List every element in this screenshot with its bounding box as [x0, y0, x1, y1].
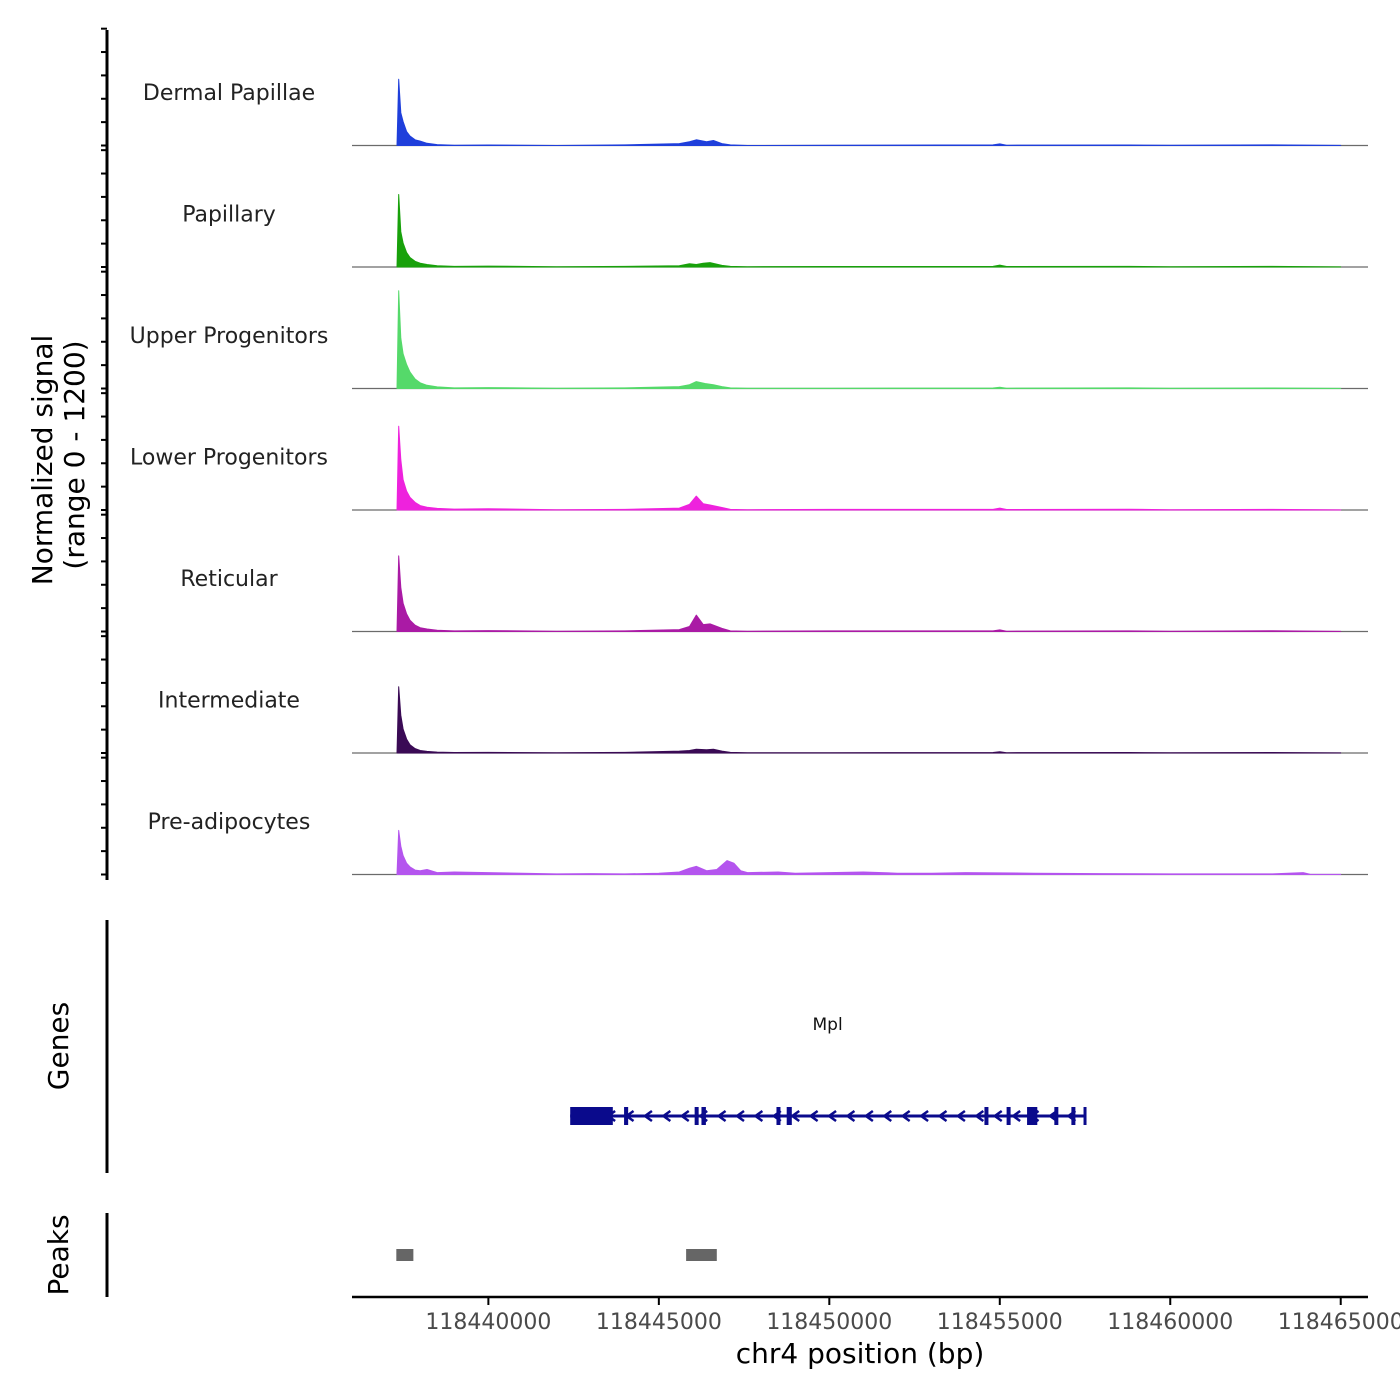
strand-chevron [882, 1109, 893, 1123]
track-3: Lower Progenitors [130, 425, 1368, 511]
coverage-area [396, 290, 1342, 389]
coverage-area [396, 78, 1342, 146]
y-axis-label-line2: (range 0 - 1200) [58, 340, 91, 569]
coverage-area [396, 829, 1342, 875]
strand-chevron [661, 1109, 672, 1123]
strand-chevron [900, 1109, 911, 1123]
exon [1027, 1107, 1038, 1125]
track-2: Upper Progenitors [130, 290, 1368, 390]
track-label: Reticular [180, 567, 278, 592]
x-tick-label: 118465000 [1278, 1310, 1400, 1335]
coverage-area [396, 686, 1342, 754]
strand-chevron [642, 1109, 653, 1123]
strand-chevron [955, 1109, 966, 1123]
x-axis-label: chr4 position (bp) [736, 1337, 985, 1370]
x-tick-label: 118455000 [937, 1310, 1063, 1335]
x-axis: 118440000 118445000 118450000 118455000 1184… [425, 1297, 1400, 1335]
peak [396, 1249, 414, 1261]
track-1: Papillary [182, 194, 1368, 268]
track-5: Intermediate [158, 686, 1368, 754]
exon [701, 1107, 706, 1125]
strand-chevron [679, 1109, 690, 1123]
x-tick-label: 118445000 [596, 1310, 722, 1335]
coverage-area [396, 425, 1342, 511]
strand-chevron [937, 1109, 948, 1123]
track-6: Pre-adipocytes [148, 810, 1368, 876]
exon [776, 1107, 781, 1125]
strand-chevron [808, 1109, 819, 1123]
signal-y-axis [101, 27, 109, 880]
track-label: Upper Progenitors [130, 324, 329, 349]
x-tick-label: 118450000 [766, 1310, 892, 1335]
strand-chevron [1010, 1109, 1021, 1123]
gene-name: Mpl [813, 1015, 843, 1035]
signal-tracks: Dermal Papillae Papillary Upper Progenitor… [130, 78, 1368, 876]
exon [624, 1107, 629, 1125]
strand-chevron [863, 1109, 874, 1123]
track-4: Reticular [180, 555, 1368, 633]
peak [686, 1249, 717, 1261]
strand-chevron [992, 1109, 1003, 1123]
peaks-track-label: Peaks [42, 1214, 75, 1295]
strand-chevron [918, 1109, 929, 1123]
exon [984, 1107, 989, 1125]
strand-chevron [734, 1109, 745, 1123]
exon [570, 1107, 613, 1125]
strand-chevron [974, 1109, 985, 1123]
x-tick-label: 118440000 [425, 1310, 551, 1335]
exon [786, 1107, 792, 1125]
strand-chevron [845, 1109, 856, 1123]
exon [1006, 1107, 1011, 1125]
exon [694, 1107, 699, 1125]
genes-track-label: Genes [42, 1002, 75, 1090]
track-0: Dermal Papillae [143, 78, 1368, 147]
peak-track [396, 1249, 717, 1261]
strand-chevron [790, 1109, 800, 1123]
exon [1054, 1107, 1059, 1125]
track-label: Intermediate [158, 689, 300, 714]
strand-chevron [716, 1109, 727, 1123]
coverage-area [396, 555, 1342, 632]
track-label: Pre-adipocytes [148, 810, 311, 835]
x-tick-label: 118460000 [1107, 1310, 1233, 1335]
strand-chevron [753, 1109, 764, 1123]
gene-track: Mpl [570, 1015, 1087, 1125]
track-label: Dermal Papillae [143, 81, 315, 106]
strand-chevron [826, 1109, 837, 1123]
exon [1071, 1107, 1076, 1125]
coverage-area [396, 194, 1342, 268]
track-label: Lower Progenitors [130, 446, 328, 471]
y-axis-label-line1: Normalized signal [26, 335, 59, 586]
track-label: Papillary [182, 203, 276, 228]
